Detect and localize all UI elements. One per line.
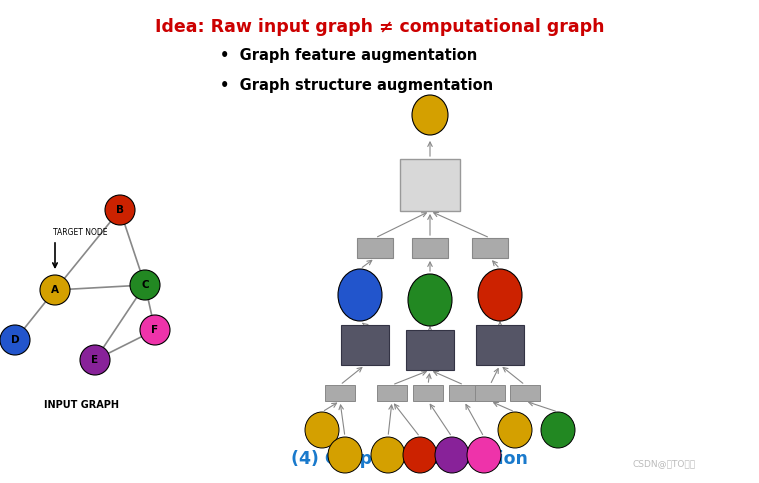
Ellipse shape xyxy=(435,437,469,473)
Text: A: A xyxy=(51,285,59,295)
Bar xyxy=(472,238,508,258)
Ellipse shape xyxy=(130,270,160,300)
Bar xyxy=(510,385,540,401)
Ellipse shape xyxy=(338,269,382,321)
Bar xyxy=(475,385,505,401)
Text: INPUT GRAPH: INPUT GRAPH xyxy=(45,400,119,410)
Ellipse shape xyxy=(408,274,452,326)
Bar xyxy=(341,325,389,365)
Text: D: D xyxy=(11,335,19,345)
Text: CSDN@山TO博客: CSDN@山TO博客 xyxy=(632,459,696,468)
Text: C: C xyxy=(141,280,149,290)
Ellipse shape xyxy=(105,195,135,225)
Text: •  Graph feature augmentation: • Graph feature augmentation xyxy=(220,48,477,63)
Text: Idea: Raw input graph ≠ computational graph: Idea: Raw input graph ≠ computational gr… xyxy=(155,18,604,36)
Ellipse shape xyxy=(140,315,170,345)
Ellipse shape xyxy=(328,437,362,473)
Text: (4) Graph augmentation: (4) Graph augmentation xyxy=(291,450,528,468)
Ellipse shape xyxy=(403,437,437,473)
Text: •  Graph structure augmentation: • Graph structure augmentation xyxy=(220,78,493,93)
Text: B: B xyxy=(116,205,124,215)
Ellipse shape xyxy=(305,412,339,448)
Text: E: E xyxy=(91,355,99,365)
Bar xyxy=(413,385,443,401)
Ellipse shape xyxy=(498,412,532,448)
Bar xyxy=(412,238,448,258)
Text: F: F xyxy=(152,325,159,335)
Ellipse shape xyxy=(467,437,501,473)
Ellipse shape xyxy=(371,437,405,473)
Ellipse shape xyxy=(541,412,575,448)
Bar xyxy=(357,238,393,258)
Bar xyxy=(406,330,454,370)
Ellipse shape xyxy=(478,269,522,321)
Ellipse shape xyxy=(0,325,30,355)
Bar xyxy=(449,385,479,401)
Bar xyxy=(377,385,407,401)
Bar xyxy=(476,325,524,365)
Ellipse shape xyxy=(40,275,70,305)
Text: TARGET NODE: TARGET NODE xyxy=(53,228,108,237)
Bar xyxy=(325,385,355,401)
Ellipse shape xyxy=(412,95,448,135)
Bar xyxy=(400,159,460,211)
Ellipse shape xyxy=(80,345,110,375)
